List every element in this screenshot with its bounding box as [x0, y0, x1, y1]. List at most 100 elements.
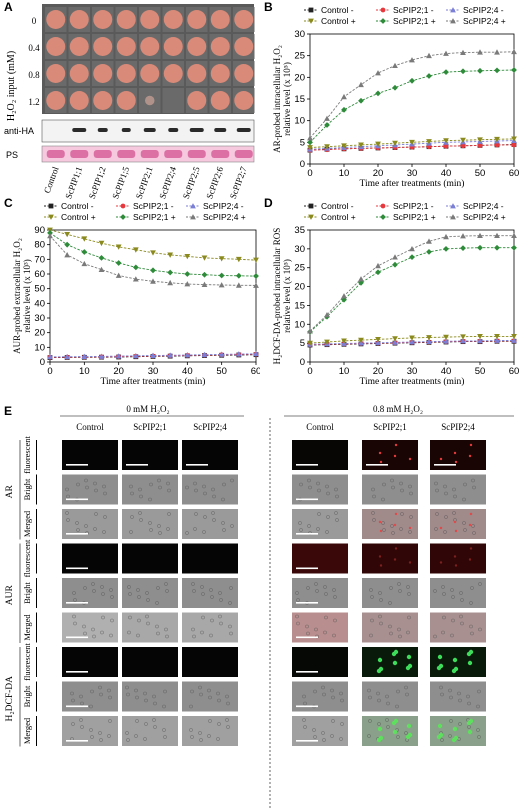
fluorescent-cell [453, 451, 457, 455]
data-point [494, 232, 500, 239]
scale-bar [66, 498, 88, 501]
blot-band [97, 128, 108, 132]
legend: Control - ScPIP2;1 - ScPIP2;4 - Control + Sc… [304, 201, 506, 222]
cell-outline [79, 718, 83, 722]
series-p21-plus [307, 244, 517, 335]
micrograph-fluorescent [430, 647, 486, 677]
data-point [308, 7, 314, 13]
cell-outline [314, 582, 318, 586]
cell-outline [312, 728, 316, 732]
cell-outline [463, 528, 467, 532]
data-point [409, 57, 415, 63]
cell-outline [467, 725, 471, 729]
merged-fluorescent-cell [451, 737, 457, 743]
cell-outline [207, 734, 211, 738]
column-label: ScPIP2;4 [441, 422, 475, 432]
cell-outline [478, 627, 482, 632]
scale-bar [296, 671, 318, 673]
series-p24-plus [47, 232, 259, 288]
data-point [308, 214, 314, 220]
y-tick-label: 0 [40, 357, 45, 368]
cell-outline [457, 691, 461, 696]
cell-outline [308, 485, 312, 490]
cell-outline [85, 485, 89, 490]
cell-outline [303, 701, 307, 706]
yeast-spot [116, 37, 136, 56]
data-point [167, 269, 174, 276]
ps-band [93, 150, 112, 158]
chart-d: Control - ScPIP2;1 - ScPIP2;4 - Control + Sc… [272, 201, 520, 387]
yeast-spot [145, 95, 155, 106]
data-point [190, 214, 196, 220]
cell-outline [391, 485, 395, 490]
data-point [358, 276, 364, 282]
cell-outline [321, 685, 325, 690]
yeast-spot [210, 10, 230, 29]
x-tick-label: 60 [251, 366, 260, 377]
row-divider [36, 474, 37, 505]
cell-outline [443, 484, 447, 489]
cell-outline [163, 735, 167, 739]
data-point [511, 48, 517, 55]
data-point [201, 351, 208, 358]
cell-outline [451, 618, 455, 623]
fluorescent-cell [405, 665, 411, 671]
data-point [358, 142, 364, 148]
cell-outline [441, 585, 445, 589]
cell-outline [368, 695, 372, 700]
y-tick-label: 25 [294, 51, 305, 62]
y-tick-label: 60 [34, 269, 45, 280]
data-point [426, 52, 432, 59]
cell-outline [156, 631, 160, 636]
scale-bar [66, 636, 88, 639]
data-point [132, 276, 139, 282]
data-point [392, 84, 398, 91]
ps-band [70, 150, 89, 158]
x-tick-label: 20 [373, 366, 384, 377]
cell-outline [405, 692, 409, 697]
data-point [494, 136, 500, 143]
cell-outline [367, 734, 371, 738]
panel-letter-c: C [4, 196, 13, 210]
blot-bands [72, 128, 251, 132]
cell-outline [229, 586, 233, 590]
data-point [235, 282, 242, 288]
data-point [494, 67, 500, 74]
cell-outline [125, 731, 129, 735]
fluorescent-cell [469, 547, 473, 550]
cell-outline [369, 588, 373, 592]
micrograph-merged [182, 509, 238, 539]
data-point [120, 214, 126, 220]
y-tick-label: 10 [294, 116, 305, 127]
fluorescent-cell [379, 564, 383, 567]
cell-outline [71, 698, 75, 703]
column-label: ScPIP2;4 [193, 422, 227, 432]
row-divider [36, 578, 37, 608]
cell-outline [471, 524, 475, 528]
data-point [307, 135, 313, 141]
data-point [392, 336, 398, 342]
cell-outline [212, 518, 216, 522]
cell-outline [315, 589, 319, 593]
yeast-spot [187, 10, 207, 29]
cell-outline [99, 738, 103, 742]
row-divider [36, 716, 37, 746]
cell-outline [370, 618, 374, 623]
cell-outline [395, 704, 399, 709]
x-tick-label: 60 [509, 366, 520, 377]
micrograph-fluorescent [182, 543, 238, 574]
cell-outline [76, 482, 80, 487]
y-tick-label: 10 [34, 342, 45, 353]
cell-outline [212, 494, 216, 499]
cell-outline [325, 484, 329, 489]
data-point [64, 353, 71, 360]
x-tick-label: 0 [307, 168, 312, 179]
x-tick-label: 0 [47, 366, 52, 377]
legend-label-p21-minus: ScPIP2;1 - [133, 201, 174, 211]
scale-bar [296, 602, 318, 604]
row-type-label: Merged [22, 510, 32, 537]
cell-outline [391, 531, 395, 535]
cell-outline [434, 527, 438, 531]
data-point [358, 337, 364, 344]
blot-band [143, 128, 156, 132]
